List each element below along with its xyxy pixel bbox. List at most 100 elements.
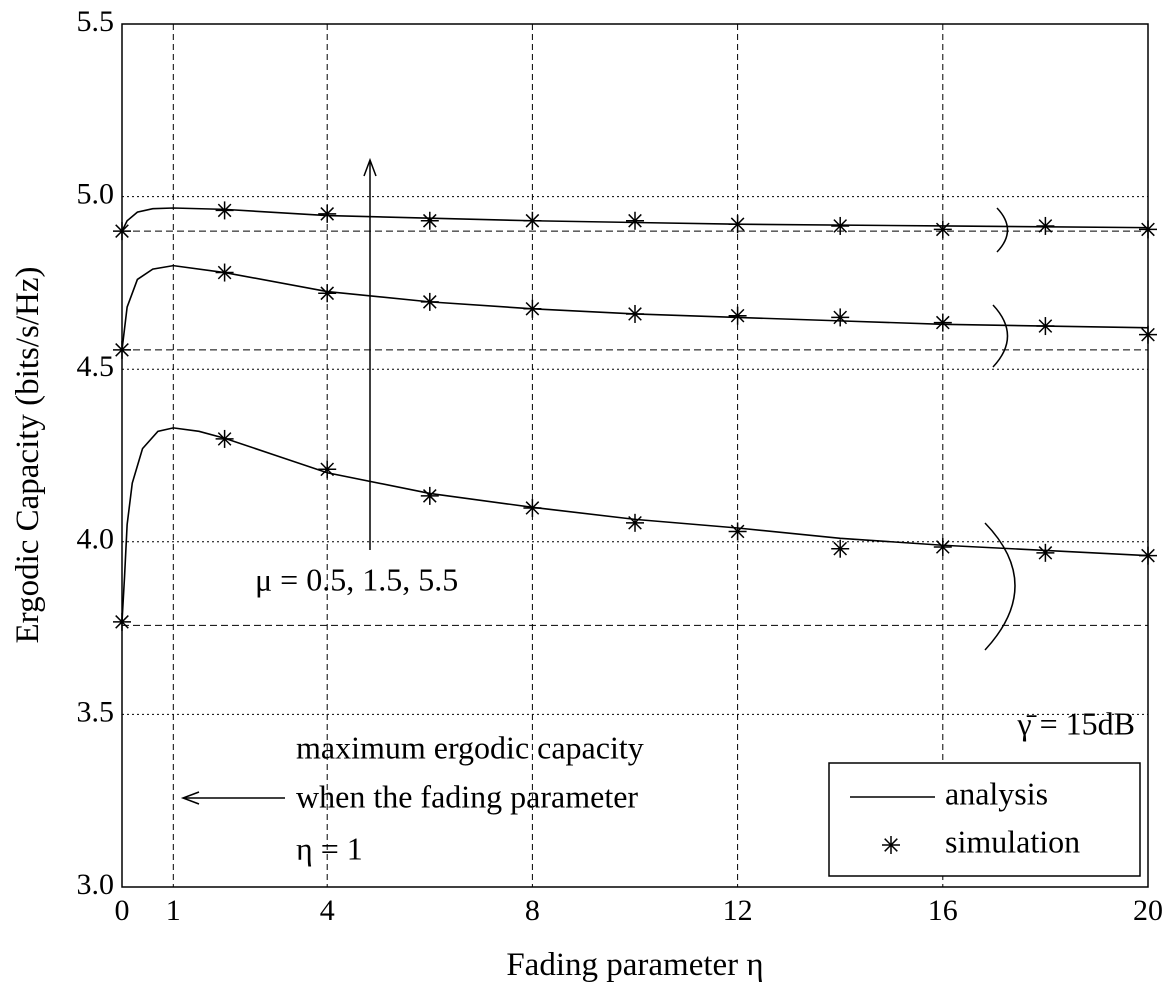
simulation-marker [523, 498, 542, 517]
x-tick-label: 8 [525, 894, 540, 927]
simulation-marker [318, 284, 337, 303]
arrows [180, 157, 1016, 805]
legend-label: analysis [945, 775, 1048, 811]
marker-stroke [833, 310, 848, 325]
annotation: μ = 0.5, 1.5, 5.5 [255, 561, 458, 597]
marker-stroke [730, 524, 745, 539]
bracket [992, 304, 1009, 368]
y-tick-label: 5.0 [77, 177, 115, 210]
x-tick-label: 1 [166, 894, 181, 927]
annotation: η = 1 [296, 830, 363, 866]
simulation-marker [626, 513, 644, 532]
marker-stroke [422, 489, 437, 503]
marker-stroke [833, 219, 848, 233]
simulation-marker [831, 216, 850, 235]
marker-stroke [525, 501, 540, 515]
legend-marker [882, 836, 900, 854]
x-axis-title: Fading parameter η [506, 947, 763, 983]
analysis-line [121, 427, 1149, 622]
simulation-marker [1036, 317, 1055, 336]
simulation-marker [215, 429, 234, 448]
marker-stroke [1038, 546, 1053, 560]
marker-stroke [320, 462, 335, 477]
simulation-marker [420, 292, 439, 311]
y-tick-label: 3.0 [77, 868, 115, 901]
marker-stroke [730, 308, 745, 323]
y-tick-label: 4.0 [77, 523, 115, 556]
legend-box [828, 762, 1141, 877]
marker-stroke [935, 315, 950, 330]
marker-stroke [217, 203, 232, 218]
simulation-marker [1036, 543, 1055, 562]
bracket [984, 522, 1016, 651]
simulation-marker [1139, 220, 1157, 239]
marker-stroke [628, 213, 642, 228]
marker-stroke [935, 540, 950, 554]
simulation-marker [215, 263, 234, 282]
legend: analysis simulation [828, 762, 1141, 877]
annotation: γ̄ = 15dB [1016, 705, 1135, 741]
simulation-marker [1139, 325, 1157, 344]
simulation-marker [831, 308, 850, 327]
simulation-marker [831, 539, 850, 558]
marker-stroke [217, 265, 232, 280]
marker-stroke [1141, 548, 1155, 563]
simulation-marker [1036, 216, 1055, 235]
simulation-marker [626, 304, 644, 323]
marker-stroke [1038, 219, 1053, 233]
annotation: maximum ergodic capacity [296, 729, 644, 765]
simulation-marker [113, 340, 131, 359]
legend-label: simulation [945, 823, 1080, 859]
simulation-marker [215, 201, 234, 220]
marker-stroke [525, 213, 540, 228]
marker-stroke [525, 301, 540, 316]
simulation-marker [318, 204, 337, 223]
simulation-marker [113, 612, 131, 631]
x-tick-label: 12 [723, 894, 753, 927]
simulation-marker [523, 211, 542, 230]
marker-stroke [935, 222, 950, 237]
simulation-marker [933, 537, 952, 556]
simulation-marker [728, 522, 747, 541]
marker-stroke [115, 615, 129, 629]
y-tick-label: 3.5 [77, 695, 115, 728]
bracket [996, 207, 1009, 253]
annotation: when the fading parameter [296, 778, 638, 814]
marker-stroke [115, 224, 129, 238]
x-tick-label: 20 [1133, 894, 1163, 927]
simulation-marker [420, 486, 439, 505]
simulation-marker [728, 306, 747, 325]
y-tick-label: 4.5 [77, 350, 115, 383]
marker-stroke [628, 515, 642, 530]
marker-stroke [1141, 327, 1155, 342]
marker-stroke [422, 213, 437, 228]
marker-stroke [320, 286, 335, 301]
y-tick-label: 5.5 [77, 5, 115, 38]
simulation-marker [420, 211, 439, 230]
x-tick-label: 4 [320, 894, 335, 927]
simulation-marker [933, 220, 952, 239]
simulation-marker [728, 215, 747, 234]
marker-stroke [833, 541, 848, 556]
x-tick-label: 16 [928, 894, 958, 927]
simulation-marker [113, 222, 131, 241]
marker-stroke [884, 838, 898, 852]
marker-stroke [320, 207, 335, 221]
marker-stroke [217, 432, 232, 446]
marker-stroke [1141, 222, 1155, 237]
simulation-marker [318, 460, 337, 479]
arrowhead [180, 791, 200, 805]
arrowhead [363, 157, 377, 177]
marker-stroke [422, 295, 437, 309]
simulation-marker [626, 211, 644, 230]
y-axis-title: Ergodic Capacity (bits/s/Hz) [10, 267, 46, 644]
marker-stroke [115, 343, 129, 357]
plot-frame [121, 23, 1149, 888]
marker-stroke [628, 307, 642, 321]
marker-stroke [1038, 319, 1053, 333]
simulation-marker [1139, 546, 1157, 565]
simulation-marker [933, 313, 952, 332]
marker-stroke [730, 217, 745, 232]
simulation-marker [523, 299, 542, 318]
